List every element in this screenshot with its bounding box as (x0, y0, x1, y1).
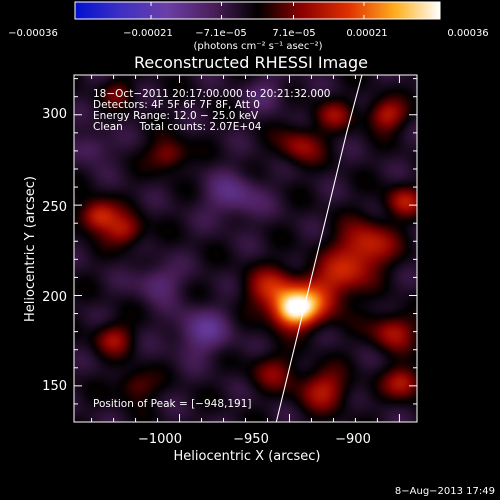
info-line-detectors: Detectors: 4F 5F 6F 7F 8F, Att 0 (93, 99, 260, 111)
colorbar-tick-label-4: 0.00021 (346, 28, 387, 39)
y-axis-ticks (74, 78, 417, 405)
colorbar: −0.00036 −0.00021 −7.1e−05 7.1e−05 0.000… (8, 1, 489, 52)
x-tick-label-2: −900 (335, 432, 371, 447)
x-tick-label-1: −950 (233, 432, 269, 447)
peak-position-label: Position of Peak = [−948,191] (93, 398, 252, 410)
info-line-time: 18−Oct−2011 20:17:00.000 to 20:21:32.000 (93, 88, 330, 100)
x-axis-title: Heliocentric X (arcsec) (174, 449, 321, 464)
x-tick-label-0: −1000 (138, 432, 182, 447)
footer-timestamp: 8−Aug−2013 17:49 (395, 486, 495, 497)
colorbar-ticks (74, 2, 441, 19)
colorbar-unit-label: (photons cm⁻² s⁻¹ asec⁻²) (193, 41, 322, 52)
colorbar-tick-label-1: −0.00021 (123, 28, 173, 39)
chart-title: Reconstructed RHESSI Image (134, 53, 368, 72)
info-line-energy: Energy Range: 12.0 − 25.0 keV (93, 110, 259, 122)
colorbar-tick-label-5: 0.00036 (447, 28, 488, 39)
colorbar-tick-label-2: −7.1e−05 (195, 28, 247, 39)
heatmap-raster (74, 75, 417, 422)
colorbar-gradient (74, 1, 441, 20)
y-tick-label-3: 300 (42, 107, 67, 122)
solar-limb-line (275, 75, 363, 422)
x-axis-ticks (91, 75, 400, 422)
observation-info: 18−Oct−2011 20:17:00.000 to 20:21:32.000… (93, 88, 330, 410)
y-tick-label-1: 200 (42, 290, 67, 305)
heatmap-image (74, 75, 417, 422)
y-axis-title: Heliocentric Y (arcsec) (23, 176, 38, 322)
colorbar-tick-label-3: 7.1e−05 (272, 28, 315, 39)
y-tick-label-2: 250 (42, 200, 67, 215)
y-tick-label-0: 150 (42, 379, 67, 394)
colorbar-tick-label-0: −0.00036 (8, 28, 58, 39)
info-line-clean: Clean Total counts: 2.07E+04 (93, 121, 262, 133)
